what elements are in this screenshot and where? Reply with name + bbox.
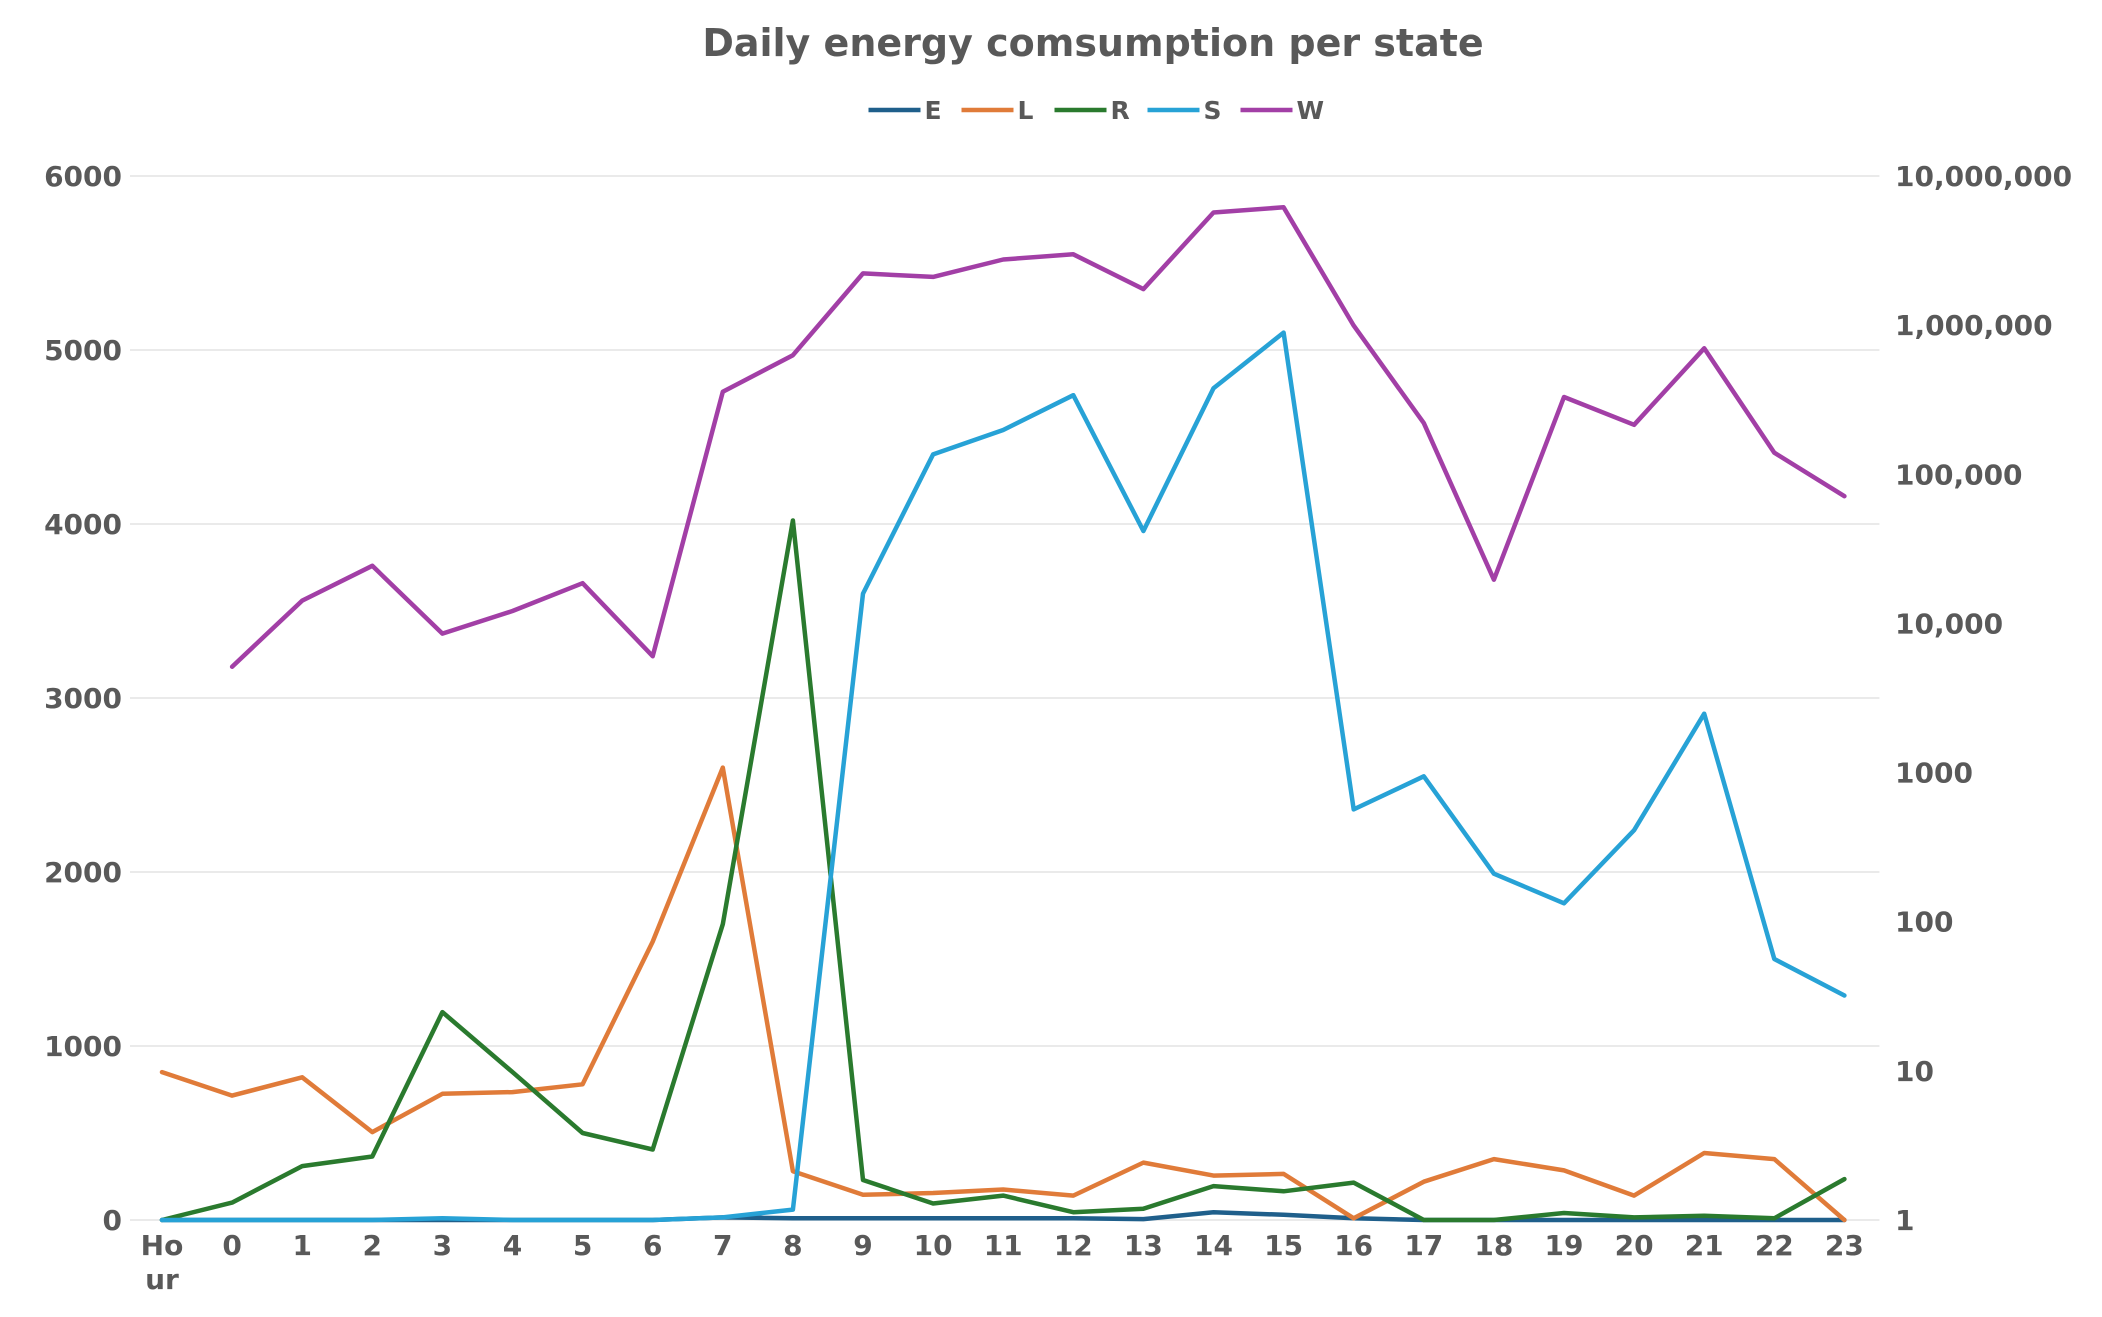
right-axis-tick-label: 100 bbox=[1895, 906, 1953, 939]
series-line-R bbox=[159, 518, 1847, 1223]
right-axis-tick-label: 10 bbox=[1895, 1055, 1934, 1088]
right-axis-tick-label: 1 bbox=[1895, 1204, 1914, 1237]
x-axis-tick-label: 18 bbox=[1474, 1229, 1513, 1262]
left-y-axis: 0 1000 2000 3000 4000 5000 6000 bbox=[44, 160, 122, 1237]
right-axis-tick-label: 1,000,000 bbox=[1895, 309, 2053, 342]
x-axis-tick-label: 15 bbox=[1264, 1229, 1303, 1262]
x-axis-tick-label: 2 bbox=[363, 1229, 382, 1262]
x-axis-tick-label: 16 bbox=[1334, 1229, 1373, 1262]
left-axis-tick-label: 4000 bbox=[44, 508, 122, 541]
x-axis-tick-label: 4 bbox=[503, 1229, 522, 1262]
x-axis-tick-label: 8 bbox=[783, 1229, 802, 1262]
x-axis-tick-label: 23 bbox=[1825, 1229, 1864, 1262]
x-axis-tick-label: 5 bbox=[573, 1229, 592, 1262]
left-axis-tick-label: 6000 bbox=[44, 160, 122, 193]
x-axis-tick-label: 19 bbox=[1545, 1229, 1584, 1262]
left-axis-tick-label: 1000 bbox=[44, 1030, 122, 1063]
gridlines bbox=[130, 175, 1880, 1221]
x-axis-tick-label: 1 bbox=[292, 1229, 311, 1262]
x-axis-tick-label: 14 bbox=[1194, 1229, 1233, 1262]
x-axis-tick-label: 13 bbox=[1124, 1229, 1163, 1262]
right-axis-tick-label: 100,000 bbox=[1895, 458, 2023, 491]
left-axis-tick-label: 2000 bbox=[44, 856, 122, 889]
x-axis-tick-label: 20 bbox=[1615, 1229, 1654, 1262]
x-axis-tick-label: 7 bbox=[713, 1229, 732, 1262]
series-lines bbox=[159, 205, 1847, 1223]
legend-label-W: W bbox=[1297, 96, 1325, 125]
x-axis-tick-label: 9 bbox=[853, 1229, 872, 1262]
series-line-W bbox=[229, 205, 1847, 669]
right-axis-tick-label: 10,000 bbox=[1895, 607, 2003, 640]
x-axis-tick-label: 11 bbox=[984, 1229, 1023, 1262]
x-axis-tick-label: 10 bbox=[914, 1229, 953, 1262]
right-y-axis: 1 10 100 1000 10,000 100,000 1,000,000 10,000,0… bbox=[1895, 160, 2072, 1237]
right-axis-tick-label: 1000 bbox=[1895, 757, 1973, 790]
legend-label-R: R bbox=[1111, 96, 1130, 125]
x-axis: Ho ur0 1 2 3 4 5 6 7 8 9 10 11 12 13 14 15 16 17 18 19 20 21 22… bbox=[141, 1229, 1864, 1296]
x-axis-tick-label: 3 bbox=[433, 1229, 452, 1262]
left-axis-tick-label: 3000 bbox=[44, 682, 122, 715]
series-line-L bbox=[159, 765, 1847, 1223]
right-axis-tick-label: 10,000,000 bbox=[1895, 160, 2072, 193]
x-axis-tick-label: 0 bbox=[222, 1229, 241, 1262]
x-axis-tick-label: Ho ur bbox=[141, 1229, 184, 1296]
series-line-S bbox=[159, 330, 1847, 1223]
x-axis-tick-label: 22 bbox=[1755, 1229, 1794, 1262]
x-axis-tick-label: 17 bbox=[1404, 1229, 1443, 1262]
x-axis-tick-label: 12 bbox=[1054, 1229, 1093, 1262]
x-axis-tick-label: 21 bbox=[1685, 1229, 1724, 1262]
chart-title: Daily energy comsumption per state bbox=[702, 21, 1483, 65]
left-axis-tick-label: 5000 bbox=[44, 334, 122, 367]
legend-label-E: E bbox=[925, 96, 942, 125]
legend-label-L: L bbox=[1018, 96, 1034, 125]
left-axis-tick-label: 0 bbox=[103, 1204, 122, 1237]
x-axis-tick-label: 6 bbox=[643, 1229, 662, 1262]
legend-label-S: S bbox=[1204, 96, 1222, 125]
